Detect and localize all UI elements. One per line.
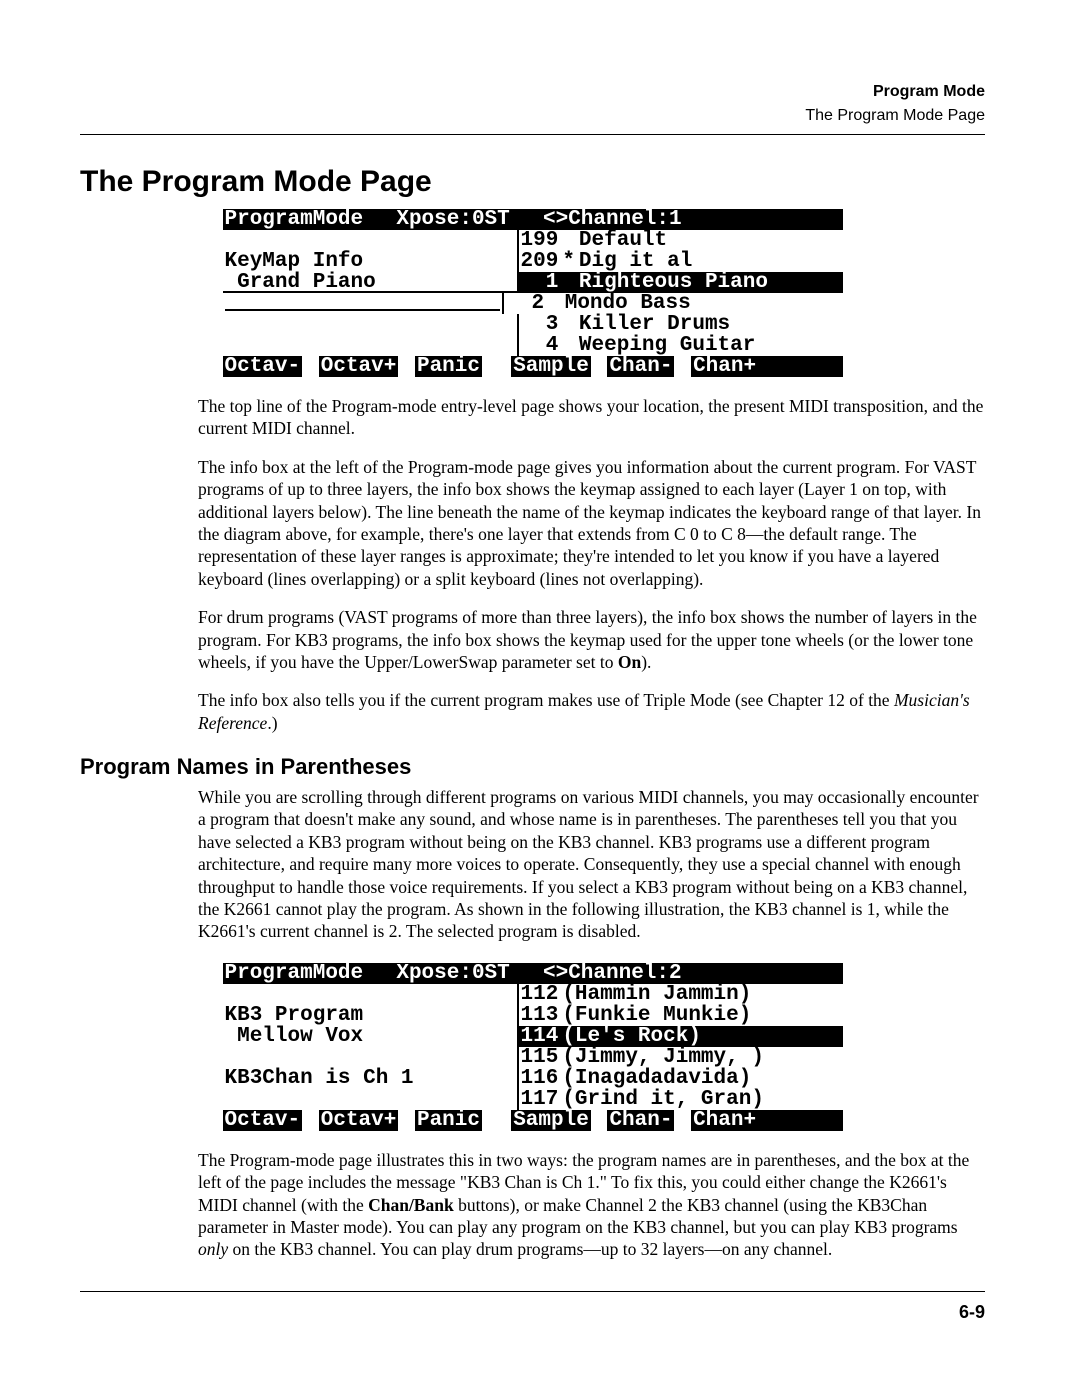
lcd1-item2-mark xyxy=(560,272,577,293)
lcd2-soft4: Chan- xyxy=(607,1110,674,1131)
lcd1-soft3: Sample xyxy=(511,356,591,377)
lcd1-info1: KeyMap Info xyxy=(223,251,517,272)
lcd1-blank2 xyxy=(223,335,517,356)
lcd2-info3: KB3Chan is Ch 1 xyxy=(223,1068,517,1089)
lcd1-info2: Grand Piano xyxy=(223,272,517,293)
lcd2-item0-name: (Hammin Jammin) xyxy=(560,984,842,1005)
lcd1-soft5: Chan+ xyxy=(691,356,842,377)
lcd2-item4-name: (Inagadadavida) xyxy=(560,1068,842,1089)
lcd1-soft4: Chan- xyxy=(607,356,674,377)
lcd1-softgap xyxy=(482,356,511,377)
paragraph-1c: For drum programs (VAST programs of more… xyxy=(198,606,985,673)
lcd2-softgap xyxy=(591,1110,608,1131)
lcd1-softgap xyxy=(398,356,415,377)
lcd2-item2-name: (Le's Rock) xyxy=(560,1026,842,1047)
subsection-title: Program Names in Parentheses xyxy=(80,754,985,780)
lcd1-mode: ProgramMode xyxy=(223,209,366,230)
lcd2-item4-num: 116 xyxy=(519,1068,561,1089)
lcd1-item5-name: Weeping Guitar xyxy=(577,335,843,356)
lcd2-item5-num: 117 xyxy=(519,1089,561,1110)
lcd1-xpose: Xpose:0ST xyxy=(394,209,511,230)
lcd2-soft1: Octav+ xyxy=(319,1110,399,1131)
lcd2-softgap xyxy=(302,1110,319,1131)
lcd1-item1-num: 209 xyxy=(519,251,561,272)
lcd1-item0-num: 199 xyxy=(519,230,561,251)
lcd2-item1-name: (Funkie Munkie) xyxy=(560,1005,842,1026)
lcd2-gap2 xyxy=(512,963,541,984)
para1c-bold: On xyxy=(618,652,641,672)
lcd1-soft1: Octav+ xyxy=(319,356,399,377)
lcd1-item4-mark xyxy=(560,314,577,335)
lcd1-range-bar xyxy=(225,293,501,311)
paragraph-1a: The top line of the Program-mode entry-l… xyxy=(198,395,985,440)
para1c-c: ). xyxy=(641,652,651,672)
lcd2-item2-num: 114 xyxy=(519,1026,561,1047)
lcd1-item4-num: 3 xyxy=(519,314,561,335)
para3-italic: only xyxy=(198,1239,228,1259)
lcd1-softgap xyxy=(302,356,319,377)
para3-e: on the KB3 channel. You can play drum pr… xyxy=(228,1239,832,1259)
lcd1-item5-num: 4 xyxy=(519,335,561,356)
lcd1-item5-mark xyxy=(560,335,577,356)
lcd1-softgap xyxy=(674,356,691,377)
lcd2-mode: ProgramMode xyxy=(223,963,366,984)
lcd2-blank2 xyxy=(223,1047,517,1068)
lcd2-softgap xyxy=(398,1110,415,1131)
footer-rule xyxy=(80,1291,985,1292)
lcd1-item3-num: 2 xyxy=(504,293,546,314)
lcd-screenshot-2: ProgramMode Xpose:0ST <>Channel:2 112 (H… xyxy=(223,963,843,1131)
page-title: The Program Mode Page xyxy=(80,165,985,199)
lcd2-soft2: Panic xyxy=(415,1110,482,1131)
lcd1-blank xyxy=(223,314,517,335)
lcd2-info2: Mellow Vox xyxy=(223,1026,517,1047)
lcd1-soft2: Panic xyxy=(415,356,482,377)
paragraph-1b: The info box at the left of the Program-… xyxy=(198,456,985,590)
lcd2-item3-name: (Jimmy, Jimmy, ) xyxy=(560,1047,842,1068)
lcd1-soft0: Octav- xyxy=(223,356,303,377)
lcd2-item0-num: 112 xyxy=(519,984,561,1005)
lcd2-item1-num: 113 xyxy=(519,1005,561,1026)
lcd2-info1: KB3 Program xyxy=(223,1005,517,1026)
header-subtitle: The Program Mode Page xyxy=(80,104,985,128)
lcd2-item5-name: (Grind it, Gran) xyxy=(560,1089,842,1110)
lcd2-blank xyxy=(223,984,517,1005)
paragraph-2: While you are scrolling through differen… xyxy=(198,786,985,943)
lcd1-gap2 xyxy=(512,209,541,230)
lcd1-item0-name: Default xyxy=(577,230,843,251)
lcd2-soft5: Chan+ xyxy=(691,1110,842,1131)
page-number: 6-9 xyxy=(80,1302,985,1323)
paragraph-3: The Program-mode page illustrates this i… xyxy=(198,1149,985,1261)
para3-bold: Chan/Bank xyxy=(368,1195,454,1215)
lcd-screenshot-1: ProgramMode Xpose:0ST <>Channel:1 199 De… xyxy=(223,209,843,377)
lcd1-softgap xyxy=(591,356,608,377)
lcd2-xpose: Xpose:0ST xyxy=(394,963,511,984)
lcd1-item1-mark: * xyxy=(560,251,577,272)
paragraph-1d: The info box also tells you if the curre… xyxy=(198,689,985,734)
lcd1-item3-name: Mondo Bass xyxy=(563,293,843,314)
lcd1-channel: <>Channel:1 xyxy=(541,209,843,230)
lcd2-item3-num: 115 xyxy=(519,1047,561,1068)
lcd1-item3-mark xyxy=(546,293,563,314)
lcd1-item2-num: 1 xyxy=(519,272,561,293)
lcd2-softgap xyxy=(482,1110,511,1131)
lcd1-info-blank xyxy=(223,230,517,251)
lcd2-soft3: Sample xyxy=(511,1110,591,1131)
para1d-c: .) xyxy=(267,713,277,733)
lcd2-softgap xyxy=(674,1110,691,1131)
header-rule xyxy=(80,134,985,135)
lcd2-blank3 xyxy=(223,1089,517,1110)
lcd2-gap xyxy=(365,963,394,984)
para1c-a: For drum programs (VAST programs of more… xyxy=(198,607,977,672)
lcd1-gap xyxy=(365,209,394,230)
lcd1-item1-name: Dig it al xyxy=(577,251,843,272)
lcd1-item0-mark xyxy=(560,230,577,251)
lcd1-item4-name: Killer Drums xyxy=(577,314,843,335)
para1d-a: The info box also tells you if the curre… xyxy=(198,690,894,710)
lcd2-soft0: Octav- xyxy=(223,1110,303,1131)
lcd2-channel: <>Channel:2 xyxy=(541,963,843,984)
header-section: Program Mode xyxy=(80,80,985,104)
lcd1-item2-name: Righteous Piano xyxy=(577,272,843,293)
